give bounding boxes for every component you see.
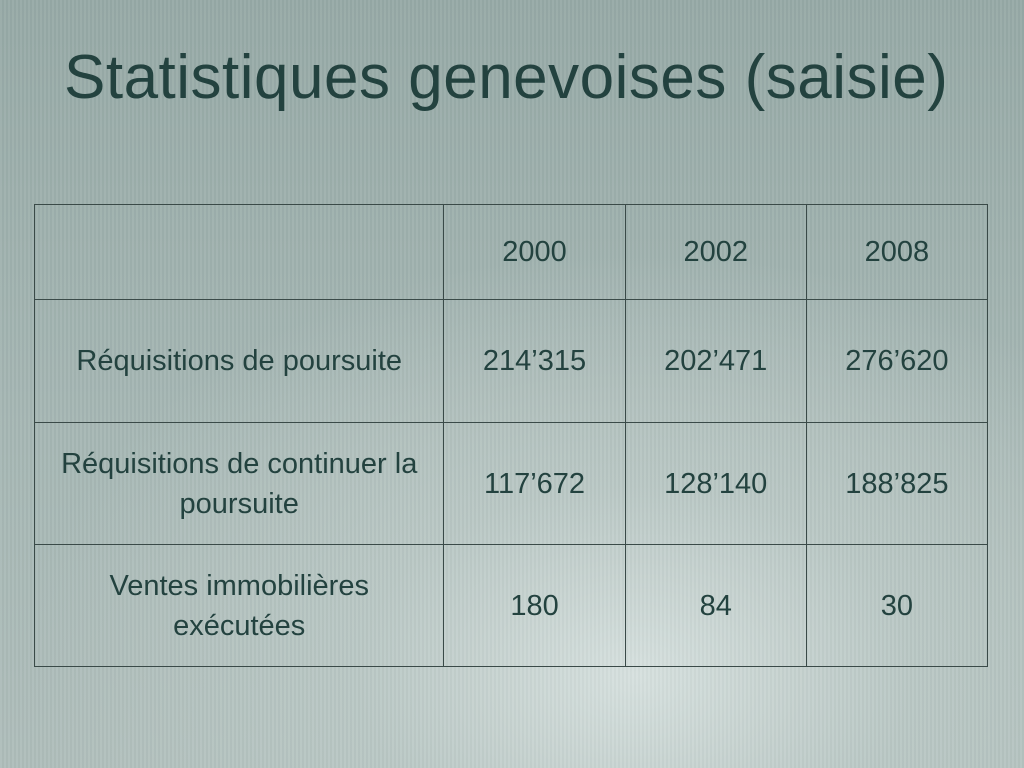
row-label: Réquisitions de continuer la poursuite: [33, 422, 445, 545]
value-cell: 30: [805, 544, 989, 667]
value-cell: 84: [624, 544, 807, 667]
slide-title: Statistiques genevoises (saisie): [64, 43, 949, 112]
value-cell: 214’315: [443, 299, 626, 423]
table-header-row: 2000 2002 2008: [33, 204, 989, 300]
header-cell-year: 2002: [624, 204, 807, 300]
value-cell: 202’471: [624, 299, 807, 423]
value-cell: 188’825: [805, 422, 989, 545]
header-cell-year: 2008: [805, 204, 989, 300]
value-cell: 128’140: [624, 422, 807, 545]
row-label: Ventes immobilières exécutées: [33, 544, 445, 667]
statistics-table: 2000 2002 2008 Réquisitions de poursuite…: [33, 204, 989, 667]
header-cell-year: 2000: [443, 204, 626, 300]
value-cell: 276’620: [805, 299, 989, 423]
table-row: Réquisitions de poursuite 214’315 202’47…: [33, 299, 989, 423]
value-cell: 117’672: [443, 422, 626, 545]
header-cell-empty: [33, 204, 445, 300]
table-row: Réquisitions de continuer la poursuite 1…: [33, 422, 989, 545]
table-row: Ventes immobilières exécutées 180 84 30: [33, 544, 989, 667]
value-cell: 180: [443, 544, 626, 667]
row-label: Réquisitions de poursuite: [33, 299, 445, 423]
